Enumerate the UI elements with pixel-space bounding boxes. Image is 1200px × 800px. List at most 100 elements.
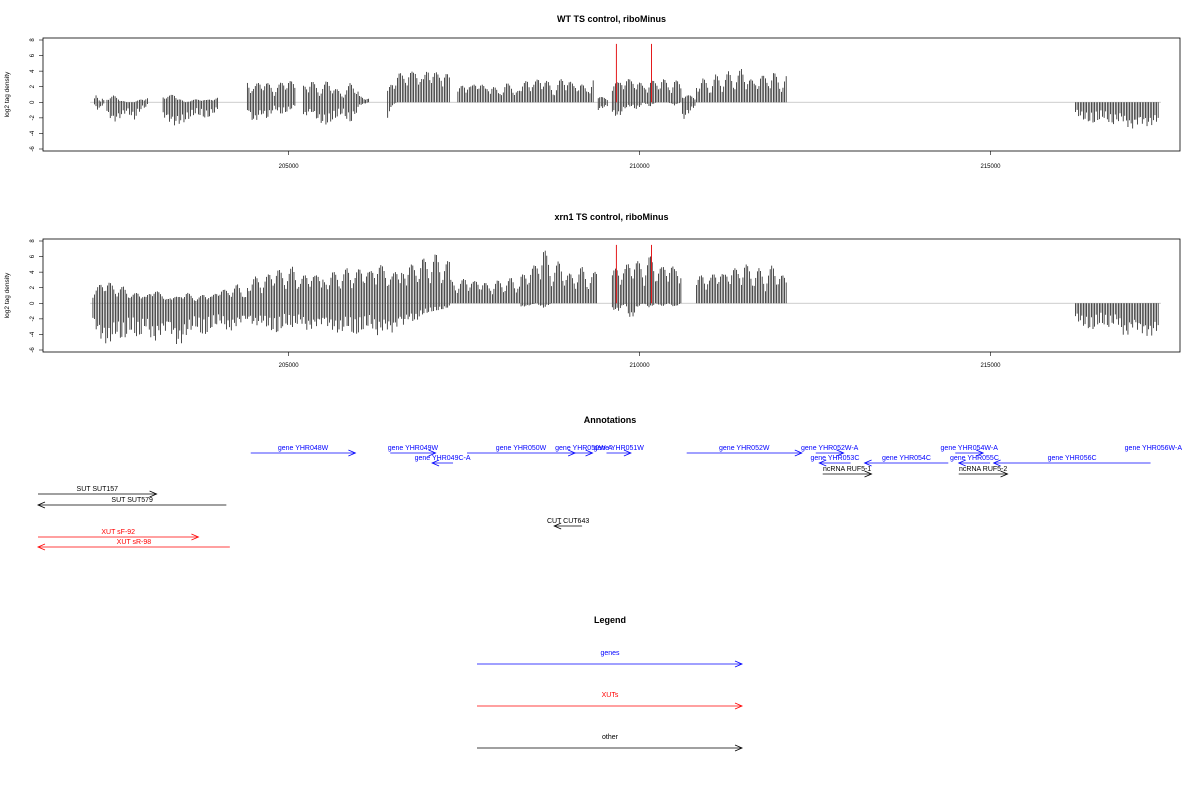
annotation-feature: ncRNA RUF5-2 [958,466,1009,478]
signal-segment [387,71,450,118]
legend-item: XUTs [477,692,744,710]
legend-item: other [477,734,744,752]
signal-segment [682,95,696,119]
y-tick-label: -2 [30,316,36,322]
feature-arrowhead [957,459,966,467]
legend-label: XUTs [602,692,619,699]
x-tick-label: 210000 [630,164,651,170]
annotation-label: SUT SUT579 [111,497,153,504]
annotation-label: ncRNA RUF5-1 [823,466,871,473]
signal-segment [520,79,594,103]
signal-segment [169,284,247,345]
signal-segment [303,81,359,125]
annotation-feature: gene YHR056C [992,455,1151,467]
annotation-label: gene YHR053C [810,455,859,462]
signal-segment [450,278,520,304]
signal-segment [1075,303,1159,336]
plot-frame [42,238,1181,353]
annotation-feature: XUT sF-92 [38,529,200,541]
y-tick-label: 4 [30,270,36,274]
track-panel-2: xrn1 TS control, riboMinus -6 -4 -2 0 2 4 6 8 log… [4,212,1181,369]
feature-arrowhead [992,459,1001,467]
legend-panel: Legend genes XUTs other [477,615,744,752]
feature-arrowhead [585,449,594,457]
x-tick-label: 215000 [980,363,1001,369]
feature-arrowhead [431,459,440,467]
y-tick-label: -6 [30,347,36,353]
feature-arrowhead [864,470,873,478]
legend-label: genes [600,650,620,657]
feature-arrowhead [836,449,845,457]
signal-segment [696,264,787,304]
annotation-label: gene YHR054W-A [941,445,999,452]
annotation-label: gene YHR056C [1048,455,1097,462]
plot-frame [42,37,1181,152]
signal-segment [597,97,608,111]
feature-arrowhead [818,459,827,467]
annotations-panel: Annotations gene YHR048W gene YHR049W gene … [36,415,1183,551]
feature-arrowhead [149,490,158,498]
annotation-feature: gene YHR053C [810,455,859,467]
signal-segment [92,282,169,344]
annotation-feature: gene YHR052W-A [801,445,859,457]
feature-arrowhead [734,702,744,710]
feature-arrowhead [1000,470,1009,478]
feature-arrowhead [36,543,46,551]
signal-segment [246,266,324,333]
annotation-label: SUT SUT157 [77,486,119,493]
track-panel-1: WT TS control, riboMinus -6 -4 -2 0 2 4 6 8 log2 … [4,14,1181,170]
annotation-feature: gene YHR050W-A [555,445,613,457]
legend-item: genes [477,650,744,668]
legend-title: Legend [594,615,626,625]
y-tick-label: 0 [30,100,36,104]
signal-segment [696,68,787,103]
annotation-feature: gene YHR056W-A [1125,445,1183,452]
annotation-feature: ncRNA RUF5-1 [822,466,873,478]
annotation-feature: gene YHR054C [863,455,949,467]
annotation-label: CUT CUT643 [547,518,589,525]
annotation-feature: CUT CUT643 [547,518,589,530]
legend-label: other [602,734,619,741]
annotation-label: gene YHR049C-A [415,455,471,462]
annotation-label: gene YHR051W [593,445,644,452]
signal-segment [162,94,219,126]
annotation-label: gene YHR055C [950,455,999,462]
annotation-label: gene YHR048W [278,445,329,452]
signal-segment [520,250,598,308]
feature-arrowhead [348,449,357,457]
signal-segment [324,265,401,336]
feature-arrowhead [734,660,744,668]
feature-arrowhead [623,449,632,457]
y-tick-label: -6 [30,146,36,152]
annotation-feature: gene YHR055C [950,455,999,467]
y-tick-label: 2 [30,285,36,289]
feature-arrowhead [794,449,803,457]
y-axis-label: log2 tag density [4,71,11,117]
x-tick-label: 215000 [980,164,1001,170]
annotations-title: Annotations [584,415,637,425]
y-tick-label: 6 [30,254,36,258]
y-tick-label: -4 [30,130,36,136]
feature-arrowhead [553,522,562,530]
y-tick-label: 2 [30,84,36,88]
feature-arrowhead [863,459,872,467]
annotation-label: gene YHR056W-A [1125,445,1183,452]
y-tick-label: -4 [30,331,36,337]
annotation-label: gene YHR049W [388,445,439,452]
annotation-label: XUT sF-92 [101,529,135,536]
feature-arrowhead [975,449,985,457]
y-tick-label: 0 [30,301,36,305]
x-tick-label: 205000 [279,164,300,170]
annotation-label: ncRNA RUF5-2 [959,466,1007,473]
annotation-feature: gene YHR051W [593,445,644,457]
y-tick-label: 8 [30,38,36,42]
annotation-feature: gene YHR049W [388,445,439,457]
x-tick-label: 210000 [630,363,651,369]
signal-segment [1075,102,1159,129]
annotation-feature: gene YHR048W [250,445,357,457]
annotation-label: gene YHR054C [882,455,931,462]
signal-segment [94,95,105,110]
annotation-feature: gene YHR049C-A [415,455,471,467]
annotation-label: gene YHR050W [496,445,547,452]
